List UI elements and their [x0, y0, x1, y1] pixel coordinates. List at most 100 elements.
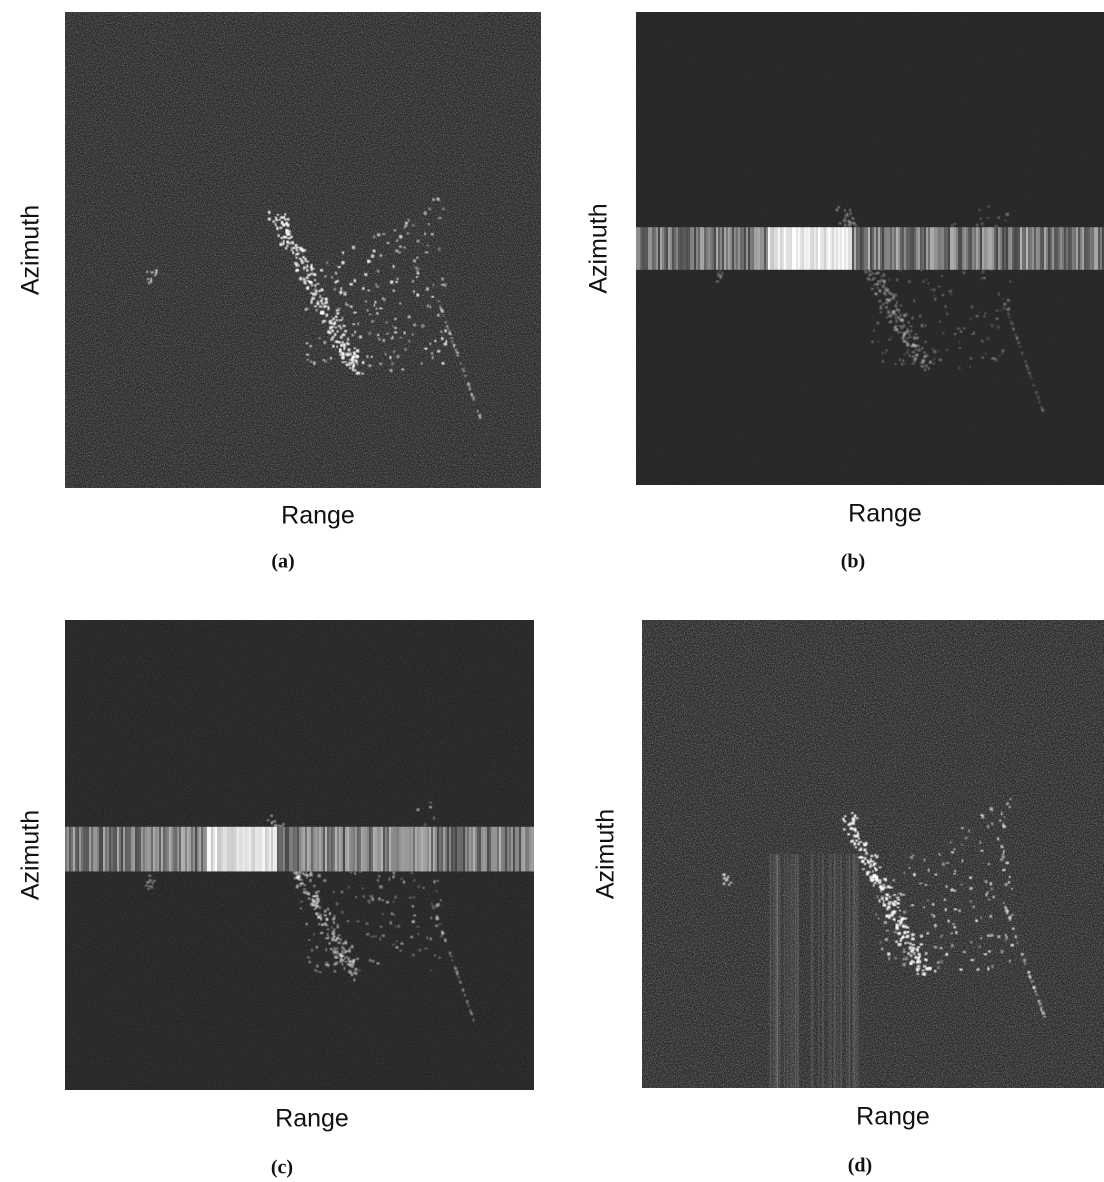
scatterer: [991, 809, 993, 811]
band-stripe: [638, 227, 640, 270]
scatterer: [336, 346, 338, 348]
scatterer: [408, 316, 411, 319]
band-stripe: [259, 827, 261, 872]
scatterer: [394, 331, 397, 333]
interference-stripe: [798, 854, 800, 1088]
band-stripe: [183, 827, 185, 872]
scatterer: [902, 319, 904, 322]
band-stripe: [473, 827, 475, 872]
scatterer: [880, 886, 882, 888]
scatterer: [325, 918, 328, 921]
scatterer: [909, 947, 912, 949]
scatterer: [404, 224, 407, 227]
scatterer: [364, 273, 367, 276]
band-stripe: [878, 227, 880, 270]
band-stripe: [660, 227, 662, 270]
scatterer: [438, 957, 441, 959]
scatterer: [309, 961, 311, 964]
scatterer: [330, 357, 332, 359]
scatterer: [1009, 281, 1011, 283]
scatterer: [997, 837, 999, 840]
scatterer: [371, 936, 374, 938]
band-stripe: [838, 227, 840, 270]
scatterer: [919, 315, 922, 318]
scatterer: [982, 356, 984, 359]
scatterer: [334, 333, 337, 336]
scatterer: [334, 321, 336, 324]
band-stripe: [353, 827, 355, 872]
scatterer: [1007, 312, 1010, 314]
scatterer: [960, 883, 963, 885]
interference-stripe: [784, 854, 786, 1088]
scatterer: [1002, 869, 1005, 871]
scatterer: [425, 948, 428, 950]
band-stripe: [89, 827, 91, 872]
scatterer: [432, 198, 434, 201]
scatterer: [457, 976, 460, 978]
scatterer: [331, 948, 334, 951]
scatterer: [343, 353, 345, 356]
scatterer: [477, 410, 479, 413]
band-stripe: [1072, 227, 1074, 270]
scatterer: [1041, 1008, 1043, 1011]
scatterer: [379, 338, 381, 341]
scatterer: [877, 341, 879, 343]
band-stripe: [986, 227, 988, 270]
scatterer: [146, 271, 148, 274]
scatterer: [295, 270, 298, 272]
band-stripe: [734, 227, 736, 270]
scatterer: [899, 938, 901, 941]
scatterer: [862, 868, 865, 870]
scatterer: [429, 806, 432, 808]
scatterer: [894, 931, 897, 933]
scatterer: [442, 207, 445, 210]
scatterer: [444, 940, 446, 942]
scatterer: [314, 279, 316, 281]
band-stripe: [475, 827, 477, 872]
scatterer: [306, 923, 308, 925]
band-stripe: [479, 827, 481, 872]
band-stripe: [163, 827, 165, 872]
band-stripe: [213, 827, 215, 872]
scatterer: [924, 973, 926, 976]
scatterer: [416, 926, 419, 928]
scatterer: [462, 370, 465, 372]
scatterer: [467, 1004, 469, 1007]
scatterer: [283, 216, 285, 219]
scatterer: [872, 870, 874, 872]
scatterer: [295, 257, 297, 259]
panel: AzimuthRange(c): [17, 620, 535, 1179]
scatterer: [895, 363, 897, 365]
scatterer: [354, 369, 357, 371]
scatterer: [888, 901, 891, 904]
scatterer: [328, 307, 330, 309]
scatterer: [444, 938, 447, 940]
band-stripe: [728, 227, 730, 270]
scatterer: [881, 352, 883, 355]
scatterer: [424, 348, 427, 350]
band-stripe: [465, 827, 467, 872]
scatterer: [844, 223, 847, 225]
scatterer: [440, 899, 442, 902]
band-stripe: [846, 227, 848, 270]
scatterer: [879, 867, 882, 869]
band-stripe: [527, 827, 529, 872]
band-stripe: [842, 227, 844, 270]
scatterer: [433, 880, 435, 883]
scatterer: [451, 960, 453, 962]
scatterer: [354, 359, 356, 361]
scatterer: [390, 921, 392, 924]
scatterer: [349, 965, 351, 967]
scatterer: [306, 269, 309, 272]
scatterer: [905, 936, 907, 938]
band-stripe: [509, 827, 511, 872]
scatterer: [280, 237, 282, 239]
band-stripe: [870, 227, 872, 270]
scatterer: [906, 957, 908, 960]
scatterer: [367, 260, 369, 263]
scatterer: [351, 965, 353, 968]
scatterer: [904, 363, 907, 365]
band-stripe: [700, 227, 702, 270]
scatterer: [953, 926, 956, 928]
scatterer: [849, 209, 852, 212]
